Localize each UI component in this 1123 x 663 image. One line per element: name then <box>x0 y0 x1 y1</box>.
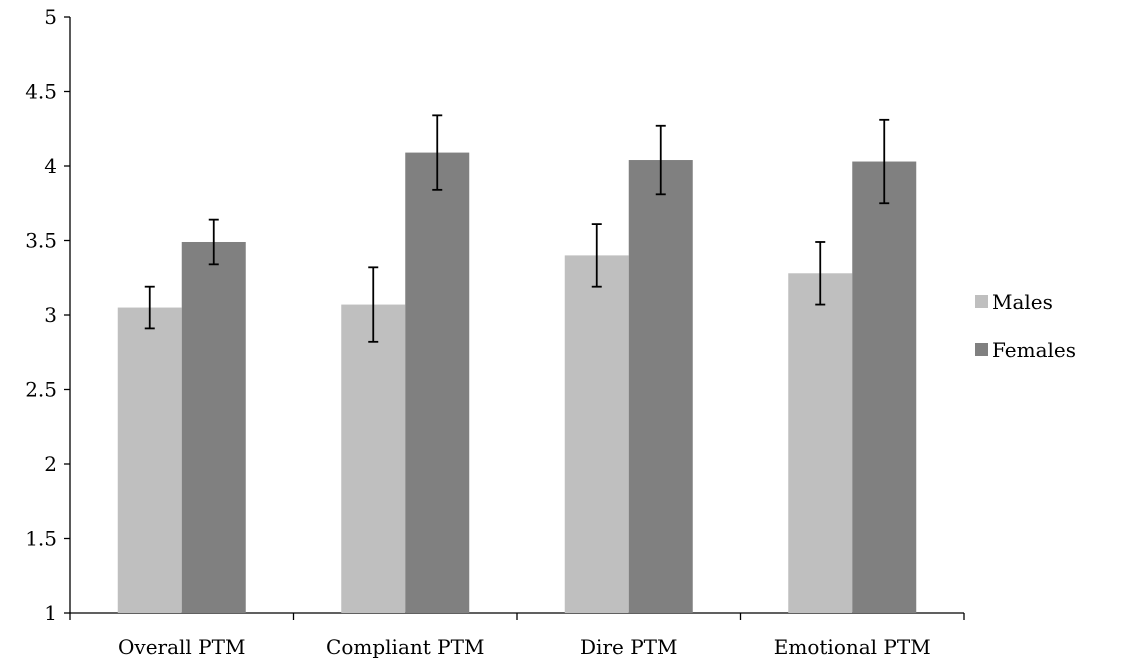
y-tick-label: 2.5 <box>25 378 57 402</box>
x-category-label: Compliant PTM <box>326 635 484 659</box>
x-category-label: Overall PTM <box>118 635 245 659</box>
y-tick-label: 3.5 <box>25 229 57 253</box>
legend-label-males: Males <box>992 290 1053 314</box>
bar-males-compliant-ptm <box>341 304 406 613</box>
plot-area: 1 1.5 2 2.5 3 3.5 4 4.5 5 Overall PTM Compliant PT… <box>25 5 965 659</box>
legend-swatch-males <box>975 295 988 308</box>
legend: Males Females <box>975 290 1076 362</box>
y-tick-label: 5 <box>44 5 57 29</box>
bar-males-overall-ptm <box>117 307 182 613</box>
x-category-label: Emotional PTM <box>774 635 931 659</box>
legend-swatch-females <box>975 343 988 356</box>
y-tick-label: 4.5 <box>25 80 57 104</box>
legend-label-females: Females <box>992 338 1076 362</box>
y-tick-label: 2 <box>44 452 57 476</box>
y-tick-label: 1.5 <box>25 527 57 551</box>
bar-males-dire-ptm <box>564 255 629 613</box>
y-tick-label: 1 <box>44 601 57 625</box>
bar-females-overall-ptm <box>181 241 246 614</box>
y-tick-label: 4 <box>44 154 57 178</box>
y-tick-label: 3 <box>44 303 57 327</box>
bar-females-emotional-ptm <box>852 161 917 613</box>
bar-females-compliant-ptm <box>405 152 470 613</box>
x-category-label: Dire PTM <box>580 635 677 659</box>
bar-females-dire-ptm <box>628 160 693 614</box>
bar-males-emotional-ptm <box>788 273 853 613</box>
